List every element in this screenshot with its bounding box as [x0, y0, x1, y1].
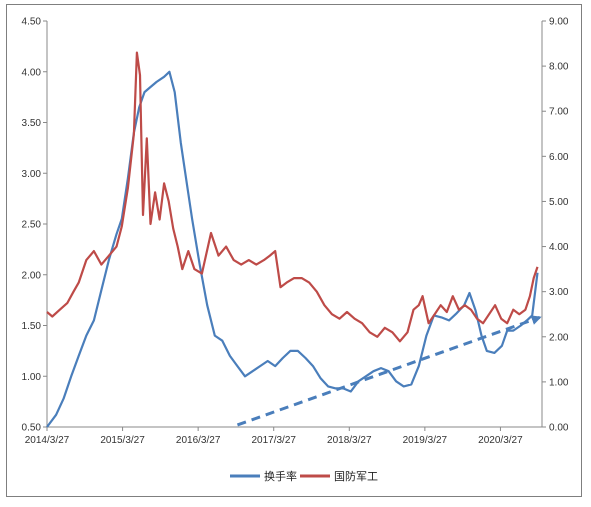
y-left-tick-label: 3.50	[22, 118, 42, 129]
legend: 换手率 国防军工	[230, 469, 378, 483]
series-line-turnover	[46, 70, 539, 428]
x-tick-label: 2018/3/27	[327, 435, 372, 446]
y-left-tick-label: 2.50	[22, 220, 42, 231]
chart-frame	[6, 4, 582, 497]
y-right-tick-label: 9.00	[549, 17, 569, 28]
series-layer	[46, 51, 542, 428]
y-right-tick-label: 4.00	[549, 242, 569, 253]
series-line-defense	[46, 51, 539, 343]
y-left-tick-label: 4.50	[22, 17, 42, 28]
y-right-tick-label: 1.00	[549, 377, 569, 388]
trend-arrow	[236, 315, 542, 427]
x-tick-label: 2016/3/27	[176, 435, 221, 446]
y-left-tick-label: 2.00	[22, 270, 42, 281]
x-tick-label: 2020/3/27	[478, 435, 523, 446]
y-left-tick-label: 1.50	[22, 321, 42, 332]
y-left-tick-label: 4.00	[22, 67, 42, 78]
y-left-tick-label: 3.00	[22, 169, 42, 180]
y-right-tick-label: 0.00	[549, 423, 569, 434]
x-tick-label: 2014/3/27	[25, 435, 70, 446]
y-right-tick-label: 7.00	[549, 107, 569, 118]
x-tick-label: 2015/3/27	[100, 435, 145, 446]
legend-label-turnover: 换手率	[264, 469, 297, 483]
y-right-tick-label: 8.00	[549, 62, 569, 73]
y-right-tick-label: 6.00	[549, 152, 569, 163]
legend-label-defense: 国防军工	[334, 469, 378, 483]
y-left-tick-label: 1.00	[22, 372, 42, 383]
x-tick-label: 2017/3/27	[251, 435, 296, 446]
axes: 0.50 1.00 1.50 2.00 2.50 3.00 3.50 4.00 4.50 0.00…	[22, 17, 569, 447]
x-tick-label: 2019/3/27	[403, 435, 448, 446]
y-left-tick-label: 0.50	[22, 423, 42, 434]
y-right-tick-label: 5.00	[549, 197, 569, 208]
y-right-tick-label: 2.00	[549, 332, 569, 343]
y-right-tick-label: 3.00	[549, 287, 569, 298]
